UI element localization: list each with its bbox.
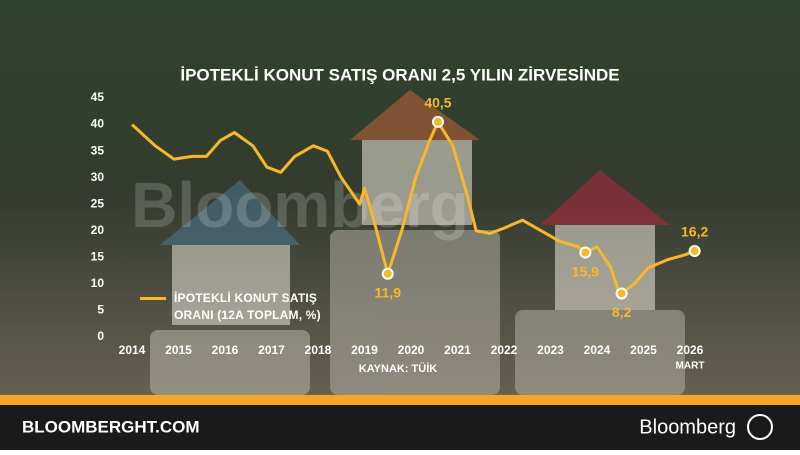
- highlight-point: [579, 246, 592, 259]
- value-label: 11,9: [375, 285, 402, 301]
- y-tick-label: 40: [91, 117, 105, 131]
- value-label: 15,9: [572, 263, 599, 279]
- y-tick-label: 10: [91, 276, 105, 290]
- x-tick-label: 2018: [305, 343, 332, 357]
- footer-site: BLOOMBERGHT.COM: [22, 417, 200, 436]
- x-tick-label: 2022: [491, 343, 518, 357]
- chart-title: İPOTEKLİ KONUT SATIŞ ORANI 2,5 YILIN ZİR…: [180, 65, 619, 84]
- y-tick-label: 35: [91, 143, 105, 157]
- value-label: 40,5: [424, 95, 451, 111]
- highlight-point: [615, 287, 628, 300]
- y-tick-label: 45: [91, 90, 105, 104]
- y-tick-label: 20: [91, 223, 105, 237]
- y-tick-label: 30: [91, 170, 105, 184]
- y-tick-label: 25: [91, 196, 105, 210]
- x-tick-label: 2014: [119, 343, 146, 357]
- x-tick-label: 2026: [677, 343, 704, 357]
- watermark: Bloomberg: [131, 169, 469, 241]
- x-note: MART: [676, 361, 705, 372]
- value-label: 8,2: [612, 304, 632, 320]
- footer-brand: Bloomberg: [639, 416, 736, 438]
- x-tick-label: 2020: [398, 343, 425, 357]
- legend-swatch: [140, 297, 166, 300]
- x-tick-label: 2021: [444, 343, 471, 357]
- footer: [0, 405, 800, 450]
- y-tick-label: 0: [97, 329, 104, 343]
- x-tick-label: 2024: [584, 343, 611, 357]
- x-tick-label: 2023: [537, 343, 564, 357]
- highlight-point: [688, 244, 701, 257]
- background-houses: [150, 90, 685, 395]
- legend: İPOTEKLİ KONUT SATIŞ ORANI (12A TOPLAM, …: [140, 290, 340, 324]
- line-series: [130, 120, 696, 295]
- x-tick-label: 2016: [212, 343, 239, 357]
- highlight-point: [381, 267, 394, 280]
- y-tick-label: 5: [97, 303, 104, 317]
- x-tick-label: 2015: [165, 343, 192, 357]
- highlight-point: [431, 115, 444, 128]
- brand-logo: [747, 414, 773, 440]
- x-tick-label: 2019: [351, 343, 378, 357]
- value-label: 16,2: [681, 224, 708, 240]
- y-tick-label: 15: [91, 250, 105, 264]
- x-tick-label: 2025: [630, 343, 657, 357]
- legend-item: İPOTEKLİ KONUT SATIŞ ORANI (12A TOPLAM, …: [140, 290, 340, 324]
- legend-label: İPOTEKLİ KONUT SATIŞ ORANI (12A TOPLAM, …: [174, 291, 321, 322]
- footer-stripe: [0, 395, 800, 405]
- x-tick-label: 2017: [258, 343, 285, 357]
- source: KAYNAK: TÜİK: [359, 362, 437, 375]
